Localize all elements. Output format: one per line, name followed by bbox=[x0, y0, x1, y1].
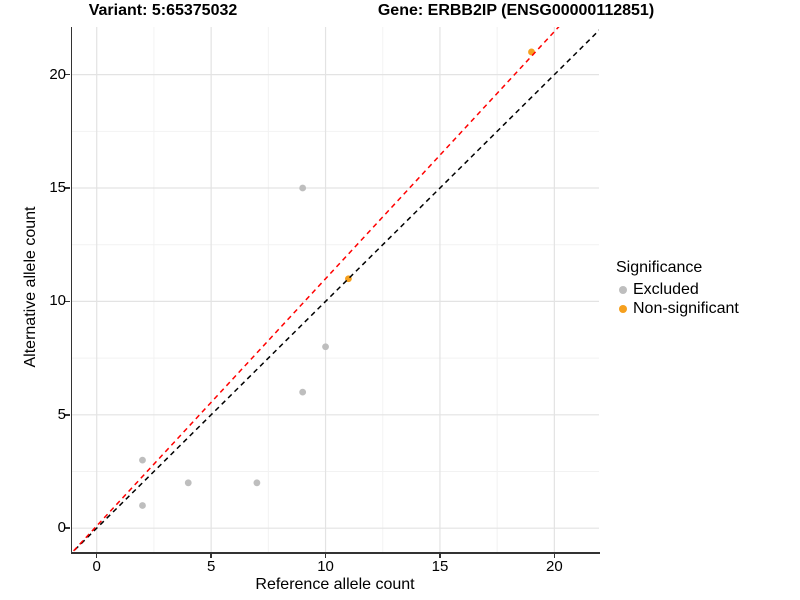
x-tick-label: 15 bbox=[431, 558, 449, 575]
x-tick-mark bbox=[324, 553, 327, 558]
y-axis-line bbox=[70, 27, 73, 554]
x-tick-label: 10 bbox=[317, 558, 334, 575]
x-tick-mark bbox=[553, 553, 556, 558]
x-tick-mark bbox=[95, 553, 98, 558]
x-tick-label: 5 bbox=[206, 558, 216, 575]
x-tick-mark bbox=[439, 553, 441, 558]
x-axis-label: Reference allele count bbox=[255, 576, 415, 593]
legend-item-non-significant: Non-significant bbox=[616, 300, 739, 317]
x-tick-mark bbox=[210, 553, 212, 558]
legend-title: Significance bbox=[616, 259, 703, 276]
data-point-excluded bbox=[299, 388, 307, 396]
plot-panel bbox=[72, 27, 599, 552]
identity-line bbox=[72, 29, 599, 552]
fit-line bbox=[72, 27, 560, 552]
x-tick-label: 20 bbox=[546, 558, 563, 575]
y-tick-mark bbox=[65, 187, 70, 189]
y-tick-label: 10 bbox=[49, 292, 66, 310]
legend-item-excluded: Excluded bbox=[616, 281, 739, 298]
y-tick-mark bbox=[65, 73, 70, 76]
legend-item-label: Non-significant bbox=[633, 300, 739, 317]
y-tick-mark bbox=[65, 414, 70, 416]
data-point-excluded bbox=[139, 502, 146, 509]
y-tick-label: 15 bbox=[49, 179, 66, 196]
data-point-excluded bbox=[299, 184, 307, 192]
plot-title-gene: Gene: ERBB2IP (ENSG00000112851) bbox=[377, 2, 655, 19]
plot-title-variant: Variant: 5:65375032 bbox=[88, 2, 238, 19]
y-tick-mark bbox=[65, 300, 70, 303]
non-significant-dot-icon bbox=[619, 304, 627, 313]
y-tick-mark bbox=[65, 527, 70, 529]
data-point-excluded bbox=[139, 456, 146, 464]
y-tick-label: 0 bbox=[57, 519, 66, 537]
chart-canvas bbox=[72, 27, 599, 552]
y-axis-label: Alternative allele count bbox=[22, 206, 39, 368]
data-point-excluded bbox=[322, 343, 329, 351]
data-point-excluded bbox=[253, 479, 261, 487]
x-tick-label: 0 bbox=[92, 558, 101, 575]
y-tick-label: 20 bbox=[49, 65, 66, 83]
excluded-dot-icon bbox=[619, 285, 627, 294]
x-axis-line bbox=[70, 551, 600, 554]
legend-item-label: Excluded bbox=[633, 281, 699, 298]
y-tick-label: 5 bbox=[57, 405, 66, 423]
legend: Significance Excluded Non-significant bbox=[616, 259, 739, 319]
data-point-excluded bbox=[184, 479, 192, 487]
